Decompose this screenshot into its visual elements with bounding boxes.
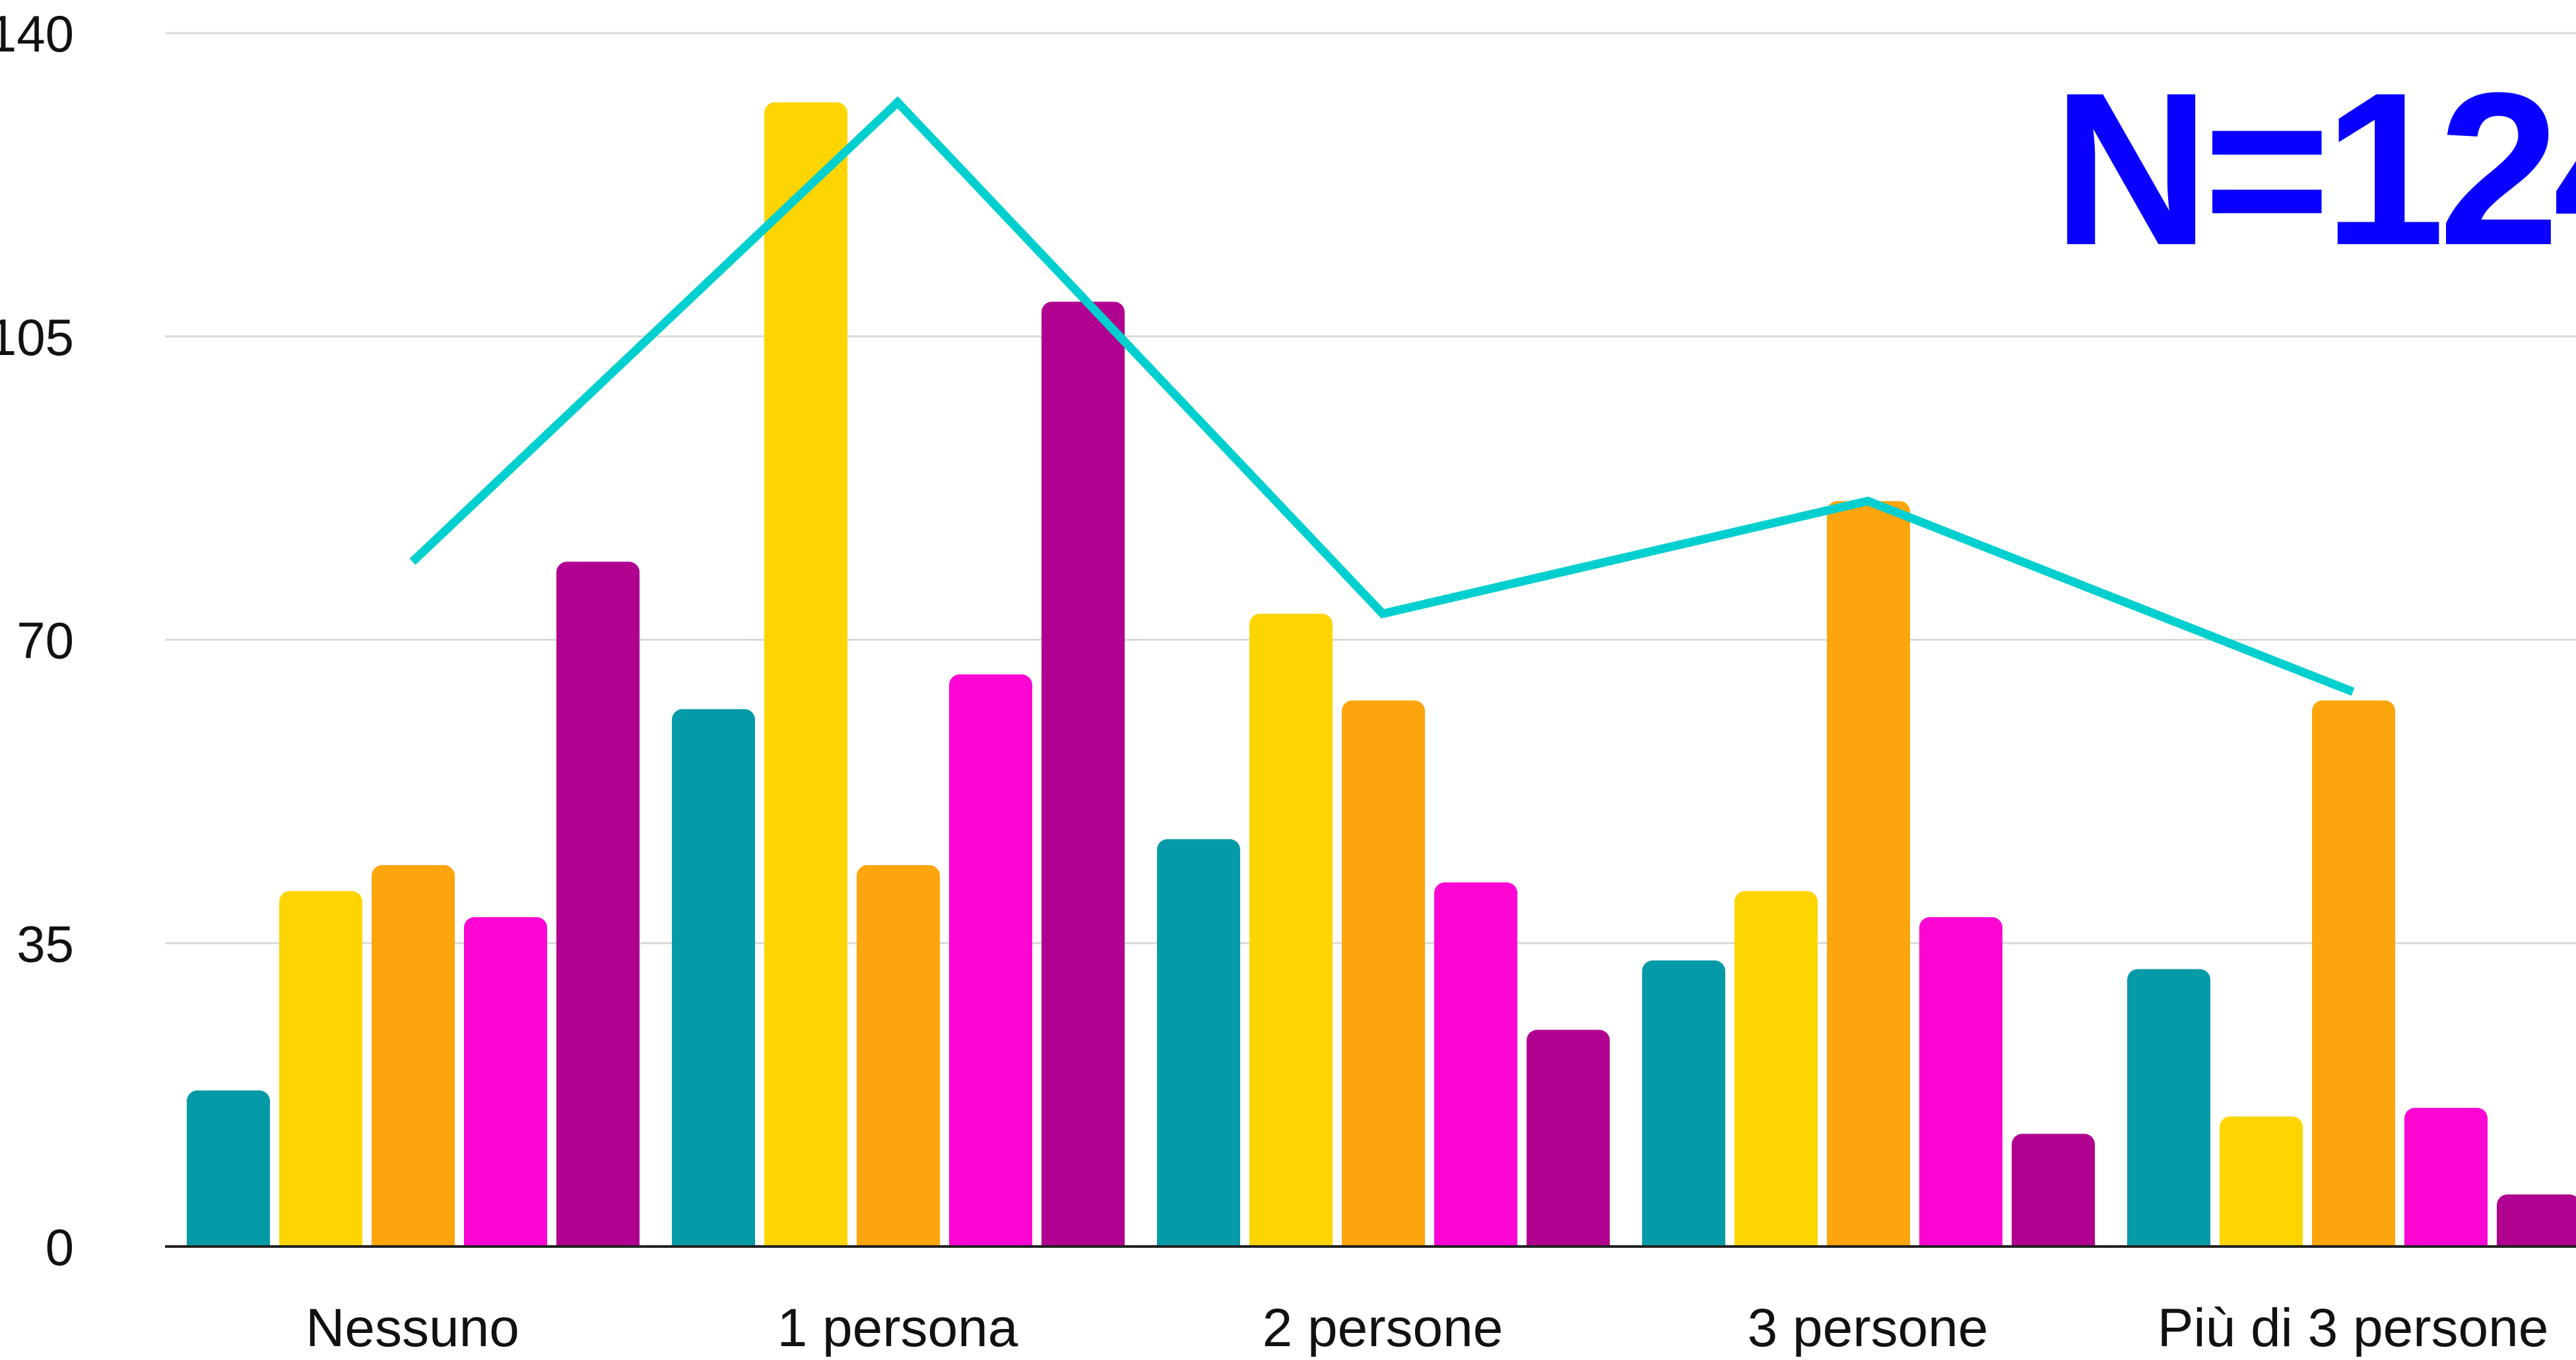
bar — [1434, 882, 1517, 1257]
bar — [1827, 501, 1910, 1257]
bar — [2312, 700, 2395, 1257]
x-tick-label: 1 persona — [777, 1298, 1018, 1357]
bar — [2220, 1116, 2303, 1257]
y-tick-label: 105 — [0, 308, 74, 366]
bar — [2404, 1107, 2488, 1257]
baseline-mask — [0, 1247, 2576, 1299]
bar — [464, 917, 547, 1257]
bar — [672, 709, 755, 1257]
bar — [2497, 1194, 2576, 1257]
y-tick-label: 0 — [46, 1218, 74, 1276]
axes — [0, 1245, 2576, 1299]
bar — [1642, 960, 1725, 1257]
x-tick-label: Nessuno — [306, 1298, 519, 1357]
y-tick-label: 70 — [17, 612, 74, 670]
x-tick-label: 2 persone — [1263, 1298, 1503, 1357]
bar — [556, 562, 640, 1257]
trend-line — [409, 96, 2355, 696]
bar — [187, 1090, 270, 1257]
bars — [187, 102, 2576, 1258]
bar — [1157, 839, 1240, 1257]
bar — [2012, 1134, 2095, 1257]
labels: 0 35 70 105 140 Nessuno 1 persona 2 persone 3 pe… — [0, 5, 2549, 1358]
x-tick-label: Più di 3 persone — [2158, 1298, 2549, 1357]
bar — [1342, 700, 1425, 1257]
bar — [372, 865, 455, 1257]
sample-size-annotation: N=124 — [2053, 47, 2576, 290]
bar — [279, 891, 362, 1257]
bar — [764, 102, 847, 1258]
bar — [1527, 1029, 1610, 1257]
bar — [1919, 917, 2002, 1257]
bar — [2127, 969, 2210, 1257]
bar — [1041, 302, 1125, 1257]
x-tick-label: 3 persone — [1748, 1298, 1989, 1357]
y-tick-label: 140 — [0, 5, 74, 63]
bar — [857, 865, 940, 1257]
y-tick-label: 35 — [17, 915, 74, 973]
bar — [949, 674, 1032, 1257]
bar — [1734, 891, 1818, 1257]
bar — [1249, 614, 1333, 1257]
trend-line-layer — [409, 96, 2355, 696]
